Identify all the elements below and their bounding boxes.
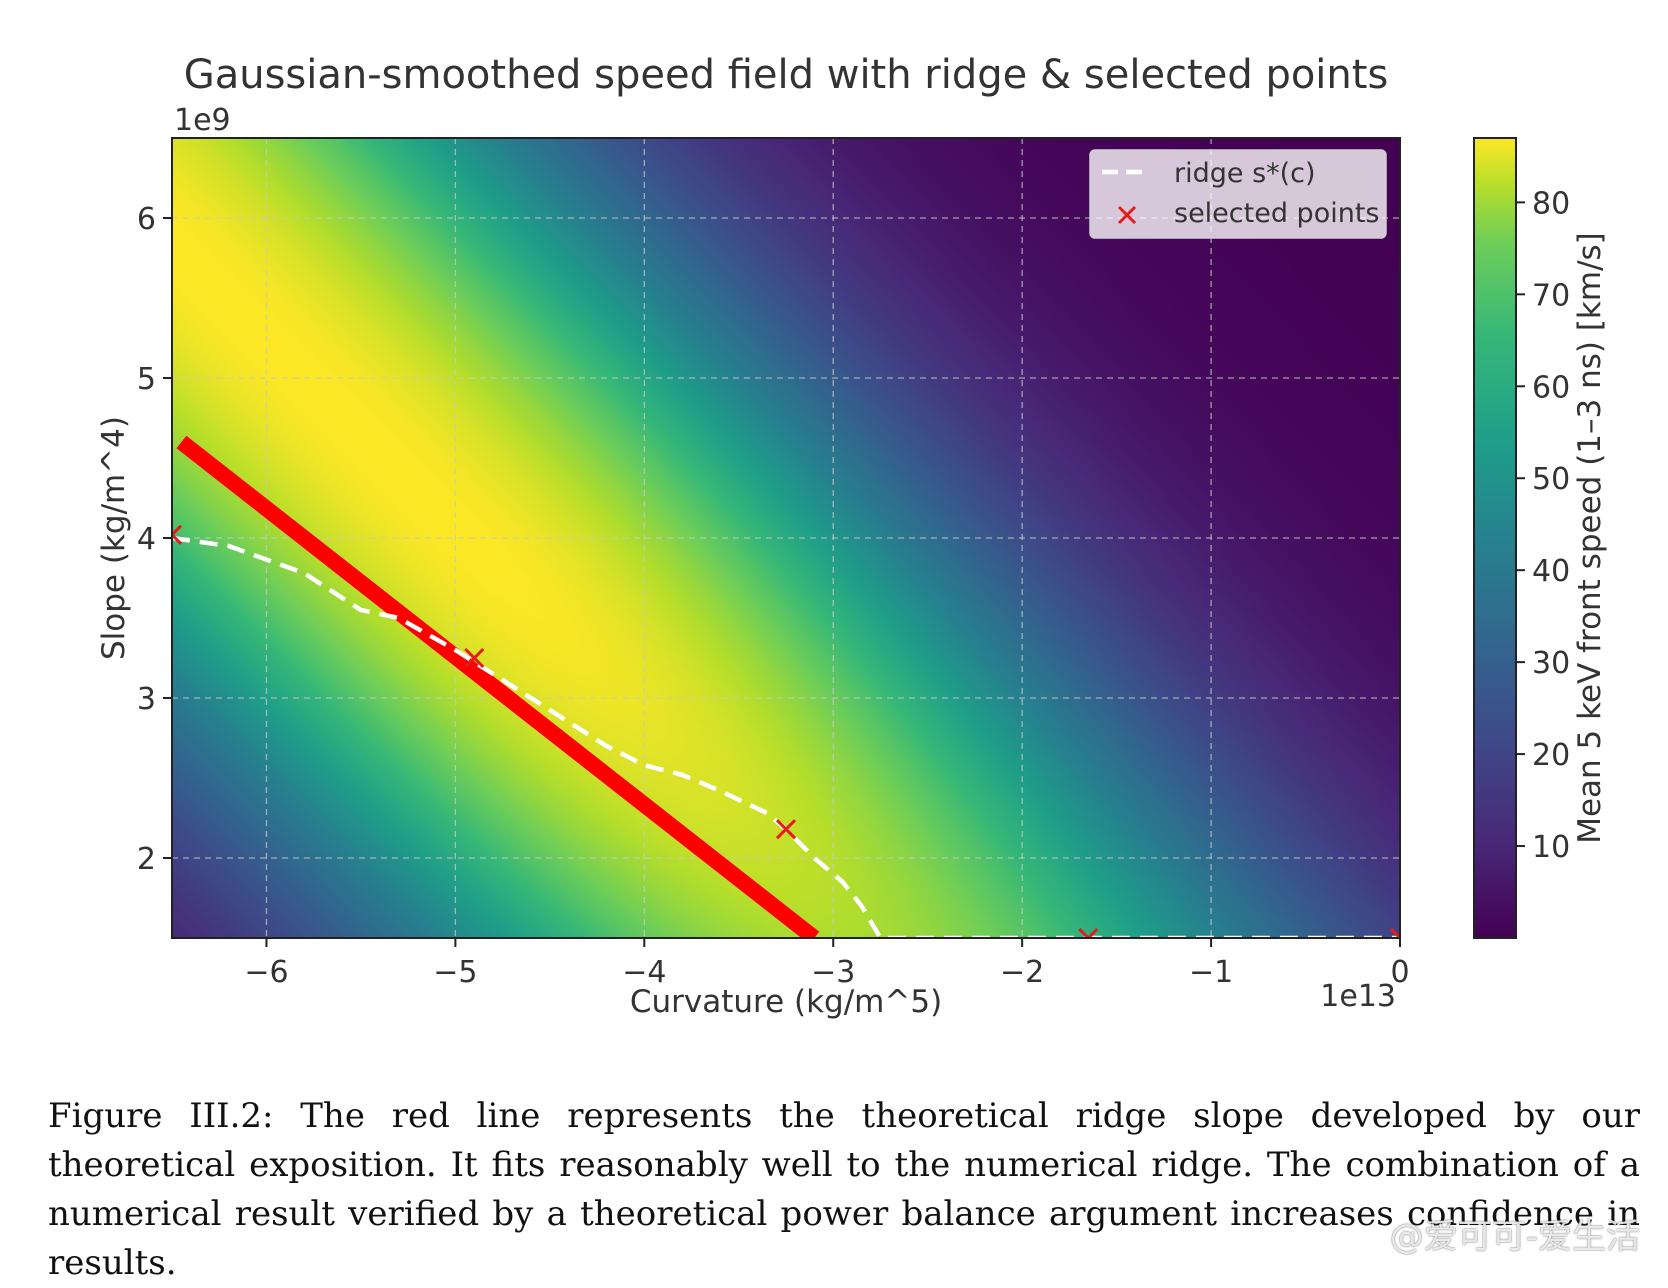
colorbar-tick-label: 10	[1532, 830, 1570, 865]
x-ticks: −6 −5 −4 −3 −2 −1 0	[244, 938, 1410, 990]
colorbar-tick-label: 60	[1532, 370, 1570, 405]
x-tick-label: −3	[811, 955, 855, 990]
heatmap-field	[172, 138, 1400, 938]
x-tick-label: −6	[244, 955, 288, 990]
colorbar-label: Mean 5 keV front speed (1–3 ns) [km/s]	[1572, 232, 1608, 844]
x-tick-label: −1	[1189, 955, 1233, 990]
colorbar-tick-label: 30	[1532, 646, 1570, 681]
y-axis-label: Slope (kg/m^4)	[96, 416, 132, 660]
y-tick-label: 2	[137, 842, 156, 877]
y-ticks: 2 3 4 5 6	[137, 202, 172, 877]
colorbar-ticks: 10 20 30 40 50 60 70 80	[1516, 186, 1570, 865]
colorbar-tick-label: 80	[1532, 186, 1570, 221]
y-tick-label: 5	[137, 362, 156, 397]
theory-line	[176, 435, 820, 938]
chart-figure: Gaussian-smoothed speed field with ridge…	[96, 52, 1608, 1020]
y-tick-label: 4	[137, 522, 156, 557]
selected-point	[1078, 927, 1099, 938]
legend-points-swatch	[1117, 205, 1137, 225]
watermark: @爱可可-爱生活	[1389, 1217, 1640, 1257]
colorbar-tick-label: 70	[1532, 278, 1570, 313]
colorbar	[1473, 137, 1517, 939]
x-axis-label: Curvature (kg/m^5)	[630, 984, 942, 1020]
selected-point	[775, 819, 797, 840]
y-tick-label: 3	[137, 682, 156, 717]
selected-point	[1389, 927, 1400, 938]
x-tick-label: −2	[1000, 955, 1044, 990]
colorbar-tick-label: 20	[1532, 738, 1570, 773]
colorbar-tick-label: 50	[1532, 462, 1570, 497]
legend-box	[1089, 149, 1387, 239]
y-tick-label: 6	[137, 202, 156, 237]
x-tick-label: 0	[1390, 955, 1409, 990]
x-multiplier: 1e13	[1320, 979, 1396, 1014]
legend-points-label: selected points	[1174, 198, 1379, 229]
legend: ridge s*(c) selected points	[1089, 149, 1387, 239]
y-multiplier: 1e9	[174, 103, 231, 138]
x-tick-label: −4	[622, 955, 666, 990]
selected-points	[172, 524, 1400, 938]
legend-ridge-label: ridge s*(c)	[1174, 158, 1316, 189]
selected-point	[172, 524, 183, 545]
colorbar-tick-label: 40	[1532, 554, 1570, 589]
x-tick-label: −5	[433, 955, 477, 990]
figure-caption: Figure III.2: The red line represents th…	[48, 1096, 1640, 1283]
chart-title: Gaussian-smoothed speed field with ridge…	[184, 52, 1389, 98]
chart-svg: Gaussian-smoothed speed field with ridge…	[96, 52, 1608, 1020]
selected-point	[464, 647, 485, 669]
